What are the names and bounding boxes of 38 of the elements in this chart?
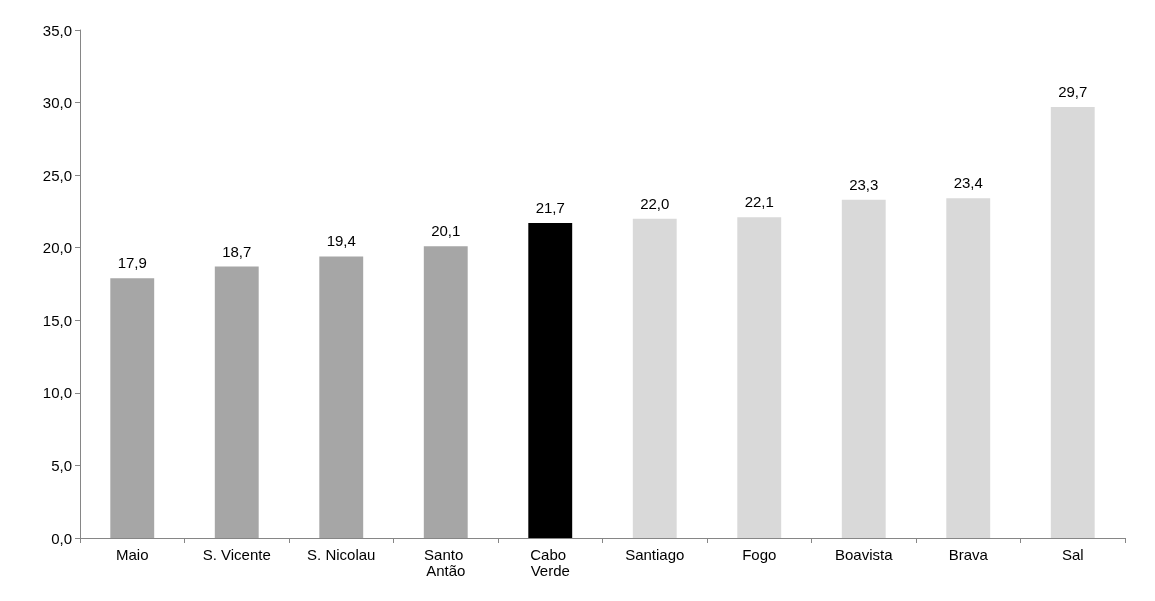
data-label: 29,7 bbox=[1058, 82, 1088, 100]
x-tick-label: Sal bbox=[1061, 545, 1084, 563]
bar bbox=[1050, 106, 1095, 538]
data-label: 21,7 bbox=[535, 199, 565, 217]
y-tick-label: 5,0 bbox=[51, 456, 72, 474]
data-label: 17,9 bbox=[117, 254, 147, 272]
data-label: 19,4 bbox=[326, 232, 356, 250]
bar bbox=[841, 199, 886, 538]
bar bbox=[737, 217, 782, 538]
x-tick-label: S. Nicolau bbox=[307, 545, 376, 563]
x-tick-label: Santiago bbox=[625, 545, 685, 563]
bar bbox=[946, 198, 991, 538]
y-tick-label: 20,0 bbox=[42, 239, 72, 257]
x-tick-label: Cabo Verde bbox=[530, 545, 571, 579]
y-tick-label: 15,0 bbox=[42, 311, 72, 329]
bar bbox=[110, 278, 155, 538]
bar bbox=[632, 218, 677, 538]
bar bbox=[528, 223, 573, 538]
x-tick-label: Santo Antão bbox=[424, 545, 468, 579]
y-tick-label: 35,0 bbox=[42, 21, 72, 39]
y-tick-label: 0,0 bbox=[51, 529, 72, 547]
data-label: 23,3 bbox=[849, 175, 879, 193]
data-label: 23,4 bbox=[953, 174, 983, 192]
y-tick-label: 10,0 bbox=[42, 384, 72, 402]
bar bbox=[319, 256, 364, 538]
x-tick-label: Boavista bbox=[834, 545, 894, 563]
x-tick-label: Maio bbox=[115, 545, 149, 563]
data-label: 18,7 bbox=[222, 242, 252, 260]
x-tick-label: Fogo bbox=[742, 545, 777, 563]
y-tick-label: 25,0 bbox=[42, 166, 72, 184]
y-tick-label: 30,0 bbox=[42, 94, 72, 112]
x-tick-label: S. Vicente bbox=[202, 545, 271, 563]
bar bbox=[214, 266, 259, 538]
data-label: 22,1 bbox=[744, 193, 774, 211]
data-label: 22,0 bbox=[640, 194, 670, 212]
x-tick-label: Brava bbox=[948, 545, 989, 563]
data-label: 20,1 bbox=[431, 222, 461, 240]
bar bbox=[423, 246, 468, 538]
